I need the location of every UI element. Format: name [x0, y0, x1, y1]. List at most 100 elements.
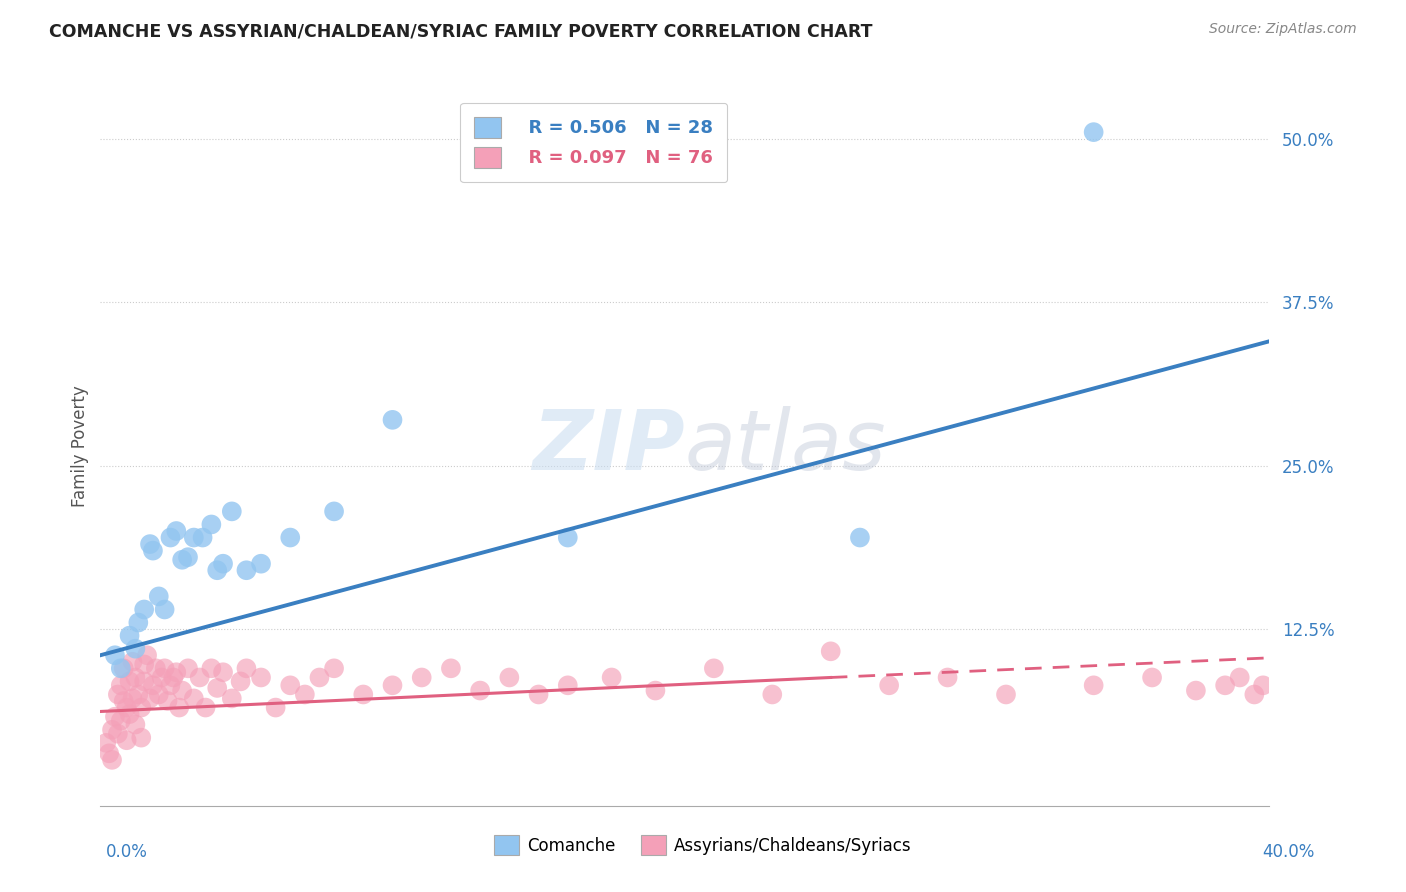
Text: 0.0%: 0.0% — [105, 843, 148, 861]
Point — [96, 736, 118, 750]
Point — [849, 531, 872, 545]
Text: atlas: atlas — [685, 406, 886, 486]
Point — [142, 543, 165, 558]
Point — [352, 688, 374, 702]
Point — [110, 678, 132, 692]
Point — [127, 615, 149, 630]
Text: ZIP: ZIP — [531, 406, 685, 486]
Point — [142, 678, 165, 692]
Point — [600, 671, 623, 685]
Point — [104, 648, 127, 663]
Point — [177, 550, 200, 565]
Point — [112, 694, 135, 708]
Point — [468, 683, 491, 698]
Point — [1243, 688, 1265, 702]
Point — [104, 709, 127, 723]
Point — [1083, 678, 1105, 692]
Point — [229, 674, 252, 689]
Point — [183, 691, 205, 706]
Point — [235, 661, 257, 675]
Point — [124, 671, 146, 685]
Point — [112, 661, 135, 675]
Point — [165, 665, 187, 680]
Point — [264, 700, 287, 714]
Point — [172, 553, 194, 567]
Point — [644, 683, 666, 698]
Point — [183, 531, 205, 545]
Text: 40.0%: 40.0% — [1263, 843, 1315, 861]
Point — [188, 671, 211, 685]
Point — [205, 681, 228, 695]
Point — [150, 671, 173, 685]
Point — [153, 661, 176, 675]
Point — [101, 723, 124, 737]
Point — [820, 644, 842, 658]
Point — [221, 504, 243, 518]
Point — [278, 678, 301, 692]
Point — [145, 661, 167, 675]
Point — [212, 557, 235, 571]
Point — [134, 602, 156, 616]
Point — [139, 537, 162, 551]
Point — [115, 733, 138, 747]
Point — [194, 700, 217, 714]
Y-axis label: Family Poverty: Family Poverty — [72, 385, 89, 507]
Point — [1140, 671, 1163, 685]
Point — [191, 531, 214, 545]
Legend: Comanche, Assyrians/Chaldeans/Syriacs: Comanche, Assyrians/Chaldeans/Syriacs — [488, 829, 918, 862]
Point — [212, 665, 235, 680]
Point — [278, 531, 301, 545]
Point — [107, 727, 129, 741]
Legend:   R = 0.506   N = 28,   R = 0.097   N = 76: R = 0.506 N = 28, R = 0.097 N = 76 — [460, 103, 727, 182]
Point — [110, 661, 132, 675]
Point — [134, 674, 156, 689]
Point — [308, 671, 330, 685]
Point — [139, 691, 162, 706]
Point — [148, 590, 170, 604]
Text: Source: ZipAtlas.com: Source: ZipAtlas.com — [1209, 22, 1357, 37]
Point — [98, 747, 121, 761]
Point — [1251, 678, 1274, 692]
Point — [1213, 678, 1236, 692]
Point — [440, 661, 463, 675]
Point — [153, 602, 176, 616]
Point — [156, 694, 179, 708]
Point — [129, 700, 152, 714]
Point — [165, 524, 187, 538]
Point — [761, 688, 783, 702]
Point — [162, 671, 184, 685]
Point — [557, 531, 579, 545]
Point — [323, 661, 346, 675]
Point — [124, 717, 146, 731]
Point — [250, 671, 273, 685]
Point — [294, 688, 316, 702]
Text: COMANCHE VS ASSYRIAN/CHALDEAN/SYRIAC FAMILY POVERTY CORRELATION CHART: COMANCHE VS ASSYRIAN/CHALDEAN/SYRIAC FAM… — [49, 22, 873, 40]
Point — [167, 700, 190, 714]
Point — [1083, 125, 1105, 139]
Point — [134, 657, 156, 672]
Point — [148, 688, 170, 702]
Point — [107, 688, 129, 702]
Point — [159, 531, 181, 545]
Point — [118, 674, 141, 689]
Point — [381, 678, 404, 692]
Point — [250, 557, 273, 571]
Point — [129, 731, 152, 745]
Point — [527, 688, 550, 702]
Point — [1185, 683, 1208, 698]
Point — [1229, 671, 1251, 685]
Point — [221, 691, 243, 706]
Point — [110, 714, 132, 728]
Point — [995, 688, 1018, 702]
Point — [124, 641, 146, 656]
Point — [936, 671, 959, 685]
Point — [235, 563, 257, 577]
Point — [323, 504, 346, 518]
Point — [498, 671, 520, 685]
Point — [177, 661, 200, 675]
Point — [159, 678, 181, 692]
Point — [557, 678, 579, 692]
Point — [118, 629, 141, 643]
Point — [411, 671, 433, 685]
Point — [121, 655, 143, 669]
